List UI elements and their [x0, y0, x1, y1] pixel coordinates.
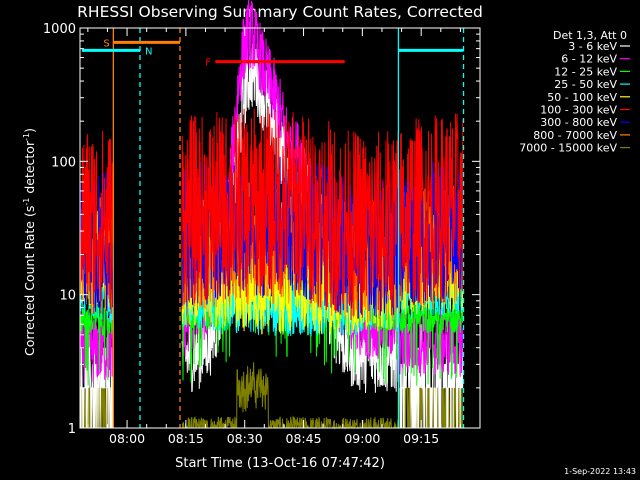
- x-tick-label: 08:15: [168, 431, 204, 446]
- x-tick-label: 08:45: [286, 431, 322, 446]
- y-axis-label: Corrected Count Rate (s-1 detector-1): [22, 128, 37, 356]
- series-line: [398, 301, 464, 386]
- series-line: [398, 113, 464, 306]
- series-line: [79, 130, 114, 314]
- x-tick-label: 08:00: [109, 431, 145, 446]
- x-tick-label: 09:00: [344, 431, 380, 446]
- legend-entry: 300 - 800 keV: [540, 116, 617, 129]
- y-tick-label: 1: [68, 422, 76, 437]
- series-line: [398, 324, 464, 429]
- footer-date: 1-Sep-2022 13:43: [564, 467, 636, 476]
- legend-header: Det 1,3, Att 0: [553, 29, 627, 42]
- legend-entry: 12 - 25 keV: [554, 65, 617, 78]
- y-tick-label: 1000: [43, 22, 76, 37]
- period-bar-label: F: [205, 58, 211, 69]
- legend-entry: 6 - 12 keV: [561, 53, 617, 66]
- plot-frame: [79, 27, 481, 429]
- series-line: [79, 303, 114, 386]
- legend-entry: 50 - 100 keV: [547, 91, 617, 104]
- legend-entry: 800 - 7000 keV: [533, 129, 617, 142]
- x-tick-label: 08:30: [227, 431, 263, 446]
- x-axis-label: Start Time (13-Oct-16 07:47:42): [175, 456, 385, 471]
- legend-entry: 7000 - 15000 keV: [519, 142, 617, 155]
- chart-title: RHESSI Observing Summary Count Rates, Co…: [77, 3, 483, 21]
- legend-entry: 100 - 300 keV: [540, 104, 617, 117]
- period-bar-label: S: [103, 38, 109, 49]
- series-layer: [79, 0, 464, 430]
- y-tick-label: 100: [51, 155, 76, 170]
- legend-entry: 3 - 6 keV: [568, 40, 617, 53]
- x-tick-label: 09:15: [403, 431, 439, 446]
- annotation-layer: S N F: [81, 28, 465, 428]
- series-line: [181, 108, 399, 321]
- period-bar-label: N: [145, 46, 152, 57]
- legend-entry: 25 - 50 keV: [554, 78, 617, 91]
- y-tick-label: 10: [59, 289, 76, 304]
- axes: 1 10 100 1000 08:00 08:15 08:30 08:45 09:00 09:15: [43, 22, 481, 446]
